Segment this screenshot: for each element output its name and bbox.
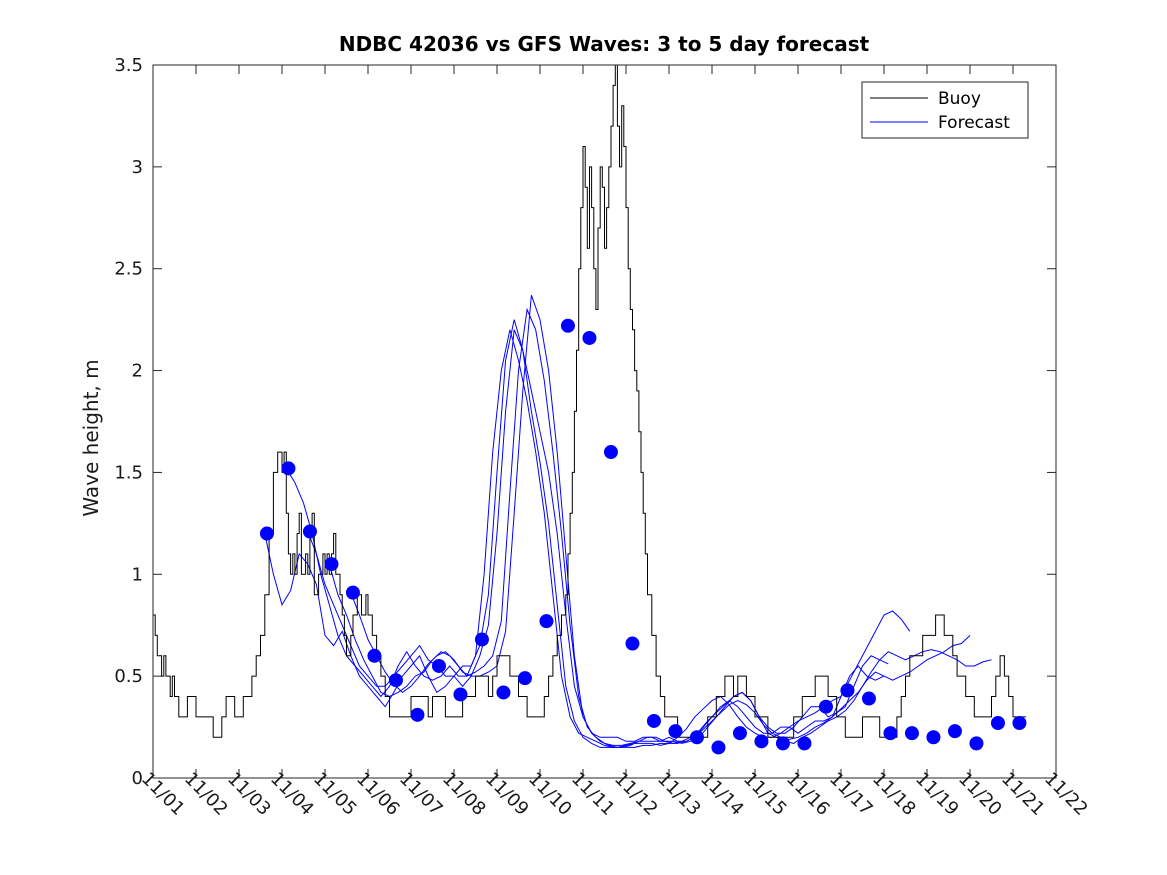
forecast-marker xyxy=(345,585,360,600)
legend-box xyxy=(861,81,1029,139)
y-tick-label: 1.5 xyxy=(114,462,143,483)
y-tick-label: 0.5 xyxy=(114,666,143,687)
forecast-marker xyxy=(539,614,554,629)
forecast-marker xyxy=(990,715,1005,730)
forecast-marker xyxy=(689,730,704,745)
y-tick-label: 2.5 xyxy=(114,259,143,280)
forecast-marker xyxy=(926,730,941,745)
plot-series xyxy=(153,65,1026,748)
chart-title: NDBC 42036 vs GFS Waves: 3 to 5 day fore… xyxy=(339,32,870,56)
forecast-marker xyxy=(625,636,640,651)
forecast-marker xyxy=(969,736,984,751)
forecast-marker xyxy=(947,724,962,739)
legend-forecast-label: Forecast xyxy=(938,113,1010,133)
forecast-marker xyxy=(517,671,532,686)
forecast-marker xyxy=(410,707,425,722)
y-tick-label: 2 xyxy=(132,361,143,382)
forecast-marker xyxy=(775,736,790,751)
forecast-markers xyxy=(259,318,1027,755)
forecast-line-5 xyxy=(350,295,971,748)
y-tick-label: 3 xyxy=(132,157,143,178)
forecast-marker xyxy=(603,445,618,460)
forecast-marker xyxy=(861,691,876,706)
forecast-marker xyxy=(732,726,747,741)
forecast-marker xyxy=(453,687,468,702)
forecast-marker xyxy=(904,726,919,741)
forecast-marker xyxy=(582,330,597,345)
forecast-line-2 xyxy=(285,329,889,748)
forecast-marker xyxy=(797,736,812,751)
forecast-marker xyxy=(818,699,833,714)
buoy-line xyxy=(153,65,1026,738)
y-tick-label: 3.5 xyxy=(114,55,143,76)
forecast-marker xyxy=(259,526,274,541)
forecast-marker xyxy=(302,524,317,539)
forecast-marker xyxy=(367,648,382,663)
forecast-marker xyxy=(388,673,403,688)
forecast-marker xyxy=(474,632,489,647)
forecast-marker xyxy=(431,658,446,673)
forecast-marker xyxy=(560,318,575,333)
forecast-marker xyxy=(711,740,726,755)
legend-buoy-label: Buoy xyxy=(938,89,981,109)
forecast-line-3 xyxy=(307,319,911,748)
y-axis-label: Wave height, m xyxy=(79,359,103,516)
y-tick-label: 1 xyxy=(132,564,143,585)
y-tick-label: 0 xyxy=(132,768,143,789)
forecast-marker xyxy=(496,685,511,700)
y-tick-labels: 0 0.5 1 1.5 2 2.5 3 3.5 xyxy=(114,55,143,789)
forecast-line-4 xyxy=(328,307,992,746)
forecast-marker xyxy=(668,724,683,739)
legend: Buoy Forecast xyxy=(861,81,1029,139)
forecast-marker xyxy=(324,557,339,572)
forecast-marker xyxy=(754,734,769,749)
forecast-marker xyxy=(646,713,661,728)
forecast-marker xyxy=(883,726,898,741)
forecast-marker xyxy=(281,461,296,476)
forecast-line-1 xyxy=(264,329,885,742)
forecast-marker xyxy=(1012,715,1027,730)
forecast-marker xyxy=(840,683,855,698)
plot-frame xyxy=(152,64,1057,779)
